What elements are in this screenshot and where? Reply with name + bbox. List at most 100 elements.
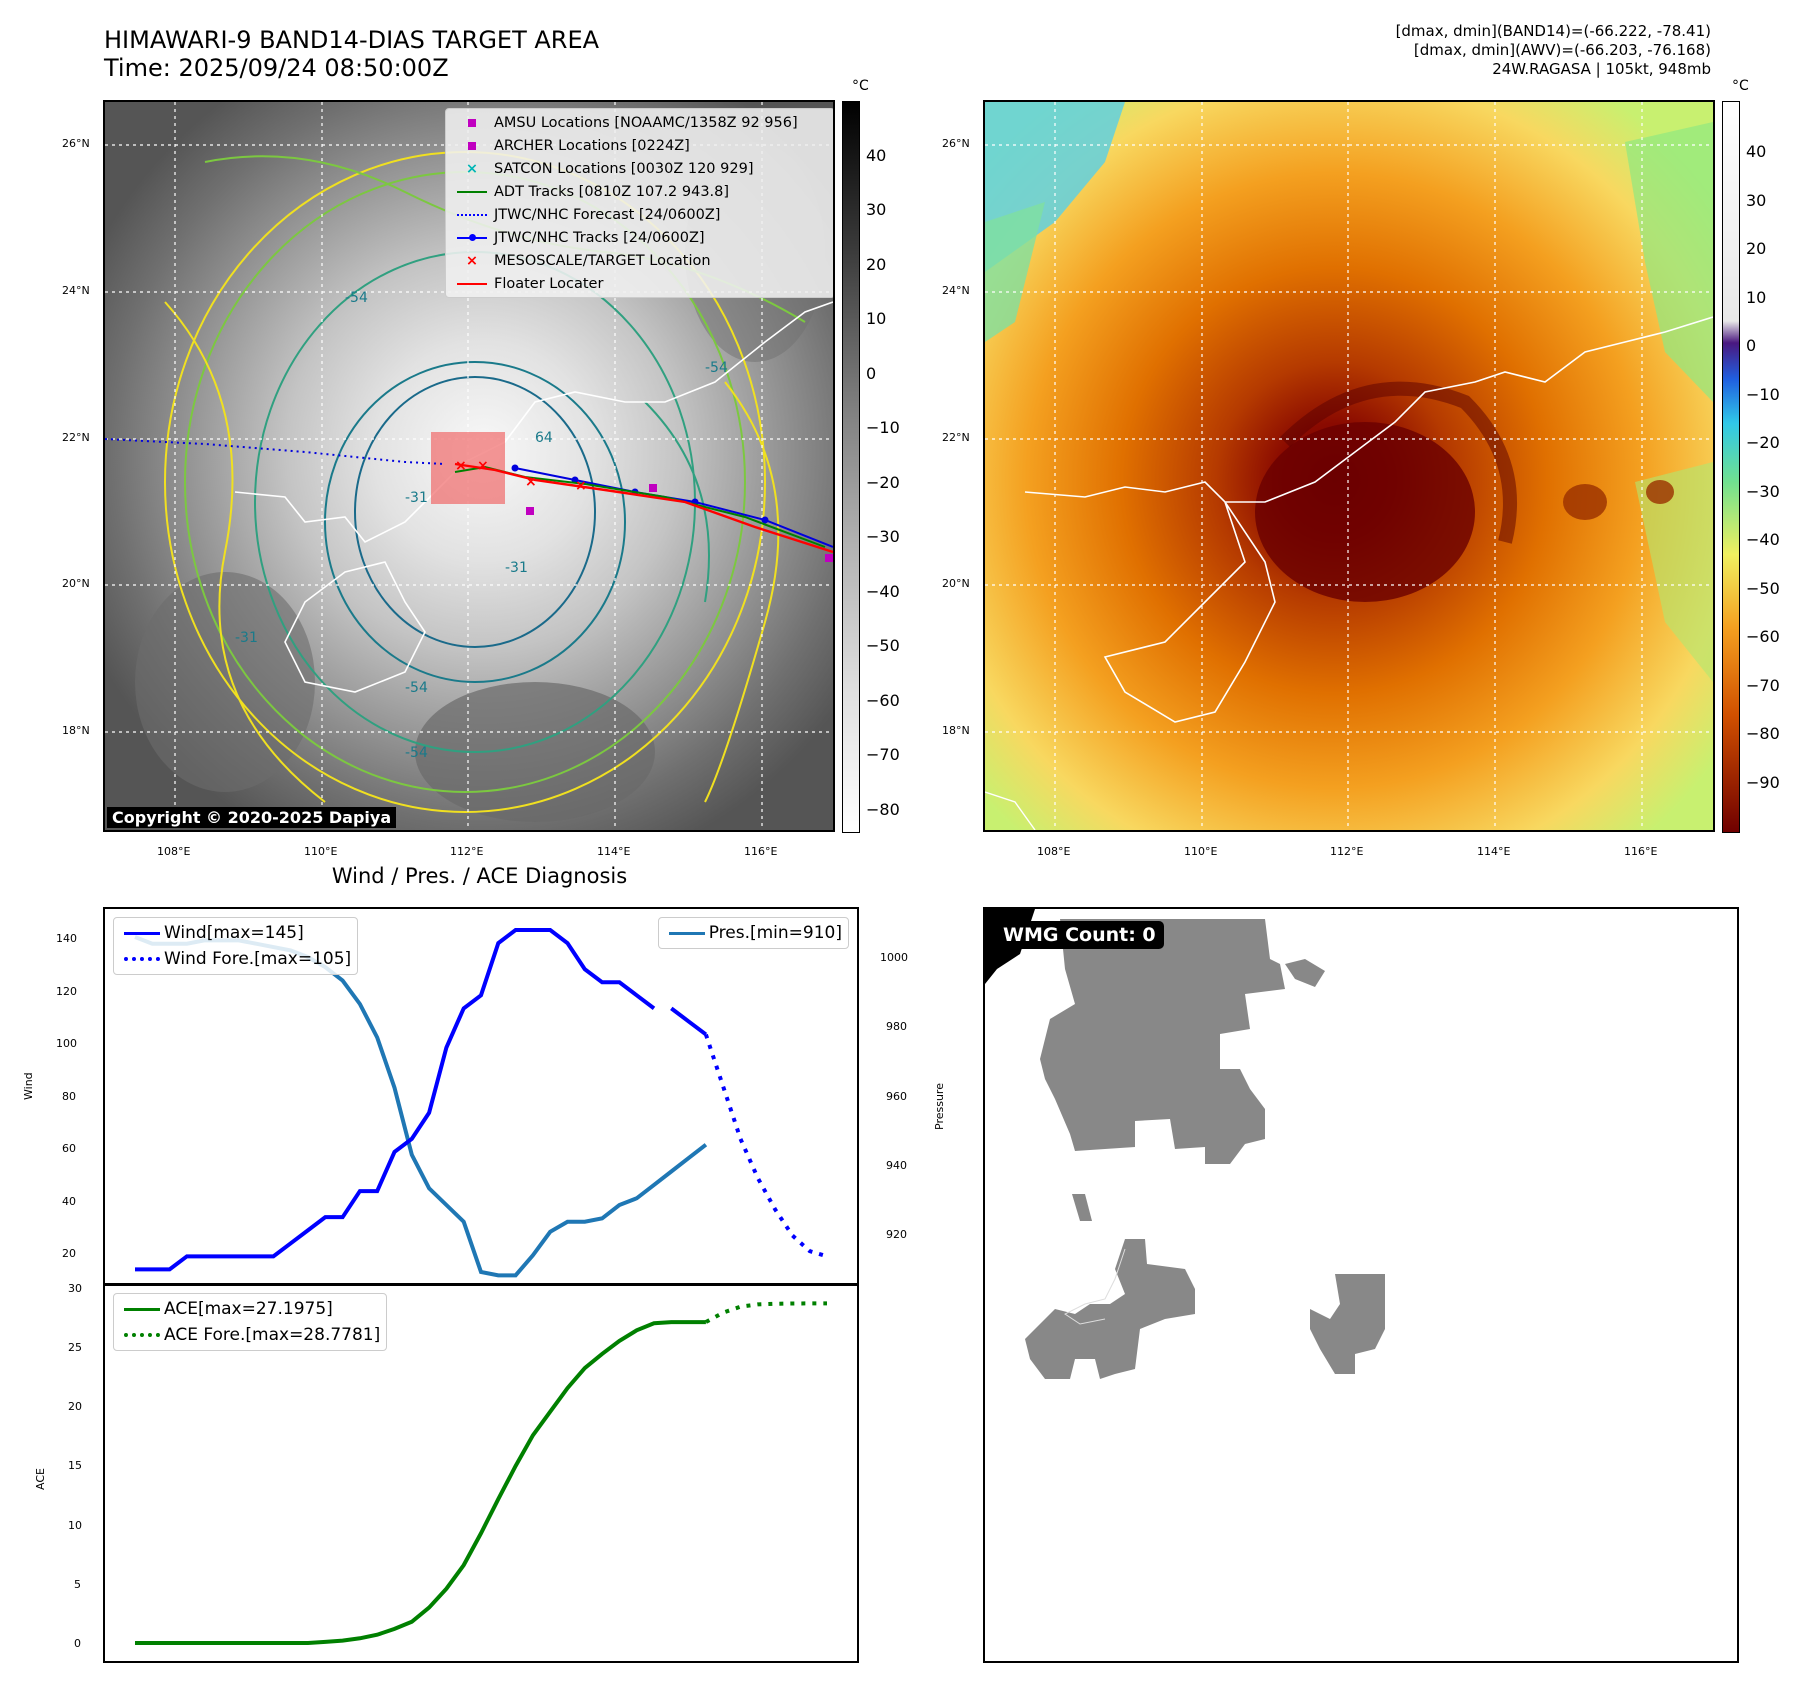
hainan-coast <box>1103 501 1276 723</box>
lat-label: 26°N <box>942 137 970 150</box>
lon-label: 112°E <box>450 845 484 858</box>
title-line-1: HIMAWARI-9 BAND14-DIAS TARGET AREA <box>104 26 600 54</box>
lat-label: 24°N <box>942 284 970 297</box>
storm-info: 24W.RAGASA | 105kt, 948mb <box>1492 60 1711 78</box>
legend-ace-fore: ACE Fore.[max=28.7781] <box>120 1322 380 1348</box>
dotted-line-icon <box>120 1333 164 1337</box>
map-ir-color <box>983 100 1715 832</box>
wmg-count-badge: WMG Count: 0 <box>995 921 1164 949</box>
legend-floater: Floater Locater <box>450 272 830 295</box>
lat-label: 18°N <box>62 724 90 737</box>
line-icon <box>450 282 494 285</box>
wmg-panel: WMG Count: 0 <box>983 907 1739 1663</box>
map-grid <box>985 102 1713 830</box>
wind-legend: Wind[max=145] Wind Fore.[max=105] <box>113 917 359 975</box>
figure-title: HIMAWARI-9 BAND14-DIAS TARGET AREA Time:… <box>104 26 599 82</box>
lat-label: 24°N <box>62 284 90 297</box>
wind-ylabel: Wind <box>22 1072 35 1100</box>
svg-text:×: × <box>455 458 467 474</box>
amsu-archer-points <box>526 484 833 562</box>
lat-label: 22°N <box>942 431 970 444</box>
lon-label: 116°E <box>744 845 778 858</box>
lat-label: 22°N <box>62 431 90 444</box>
jtwc-forecast-track <box>105 438 446 465</box>
ace-panel: ACE[max=27.1975] ACE Fore.[max=28.7781] <box>103 1283 859 1663</box>
coastline <box>1024 316 1713 503</box>
lon-label: 110°E <box>304 845 338 858</box>
x-marker-icon: × <box>465 160 479 177</box>
colorbar-color <box>1722 101 1740 833</box>
svg-text:×: × <box>477 458 489 474</box>
ace-forecast-line <box>704 1301 827 1324</box>
legend-wind-fore: Wind Fore.[max=105] <box>120 946 351 972</box>
svg-text:-54: -54 <box>405 745 428 761</box>
legend-wind: Wind[max=145] <box>120 920 351 946</box>
dotted-line-icon <box>450 213 494 216</box>
cbar1-unit: °C <box>852 78 869 94</box>
title-line-2: Time: 2025/09/24 08:50:00Z <box>104 54 449 82</box>
svg-text:-31: -31 <box>505 560 528 576</box>
svg-text:-54: -54 <box>345 290 368 306</box>
line-icon <box>120 931 164 935</box>
cbar2-unit: °C <box>1732 78 1749 94</box>
svg-text:×: × <box>575 478 587 494</box>
pressure-line <box>134 935 708 1278</box>
x-marker-icon: × <box>465 252 479 269</box>
lat-label: 20°N <box>62 577 90 590</box>
pres-legend: Pres.[min=910] <box>657 917 849 949</box>
wind-line <box>135 928 656 1272</box>
legend-mesoscale: × MESOSCALE/TARGET Location <box>450 249 830 272</box>
lon-label: 110°E <box>1184 845 1218 858</box>
legend-ace: ACE[max=27.1975] <box>120 1296 380 1322</box>
svg-text:×: × <box>525 474 537 490</box>
legend-jtwc-tracks: JTWC/NHC Tracks [24/0600Z] <box>450 226 830 249</box>
wind-forecast-line <box>704 1033 828 1259</box>
lon-label: 108°E <box>157 845 191 858</box>
line-icon <box>665 931 709 935</box>
lon-label: 112°E <box>1330 845 1364 858</box>
svg-text:-54: -54 <box>705 360 728 376</box>
svg-text:-31: -31 <box>405 490 428 506</box>
lat-label: 26°N <box>62 137 90 150</box>
square-marker-icon <box>450 141 494 150</box>
dotted-line-icon <box>120 957 164 961</box>
line-icon <box>120 1307 164 1311</box>
header-right-info: [dmax, dmin](BAND14)=(-66.222, -78.41) [… <box>1111 22 1711 79</box>
legend-satcon: × SATCON Locations [0030Z 120 929] <box>450 157 830 180</box>
lon-label: 116°E <box>1624 845 1658 858</box>
svg-text:64: 64 <box>535 430 553 446</box>
ace-plot <box>135 1301 827 1645</box>
map-legend: AMSU Locations [NOAAMC/1358Z 92 956] ARC… <box>445 108 833 298</box>
wind-line-tail <box>670 1006 708 1037</box>
floater-locater-track <box>454 462 833 554</box>
lon-label: 114°E <box>597 845 631 858</box>
lon-label: 114°E <box>1477 845 1511 858</box>
lat-label: 20°N <box>942 577 970 590</box>
target-area-box <box>431 432 505 504</box>
hainan-coast <box>284 561 426 693</box>
wind-pressure-panel: Wind[max=145] Wind Fore.[max=105] Pres.[… <box>103 907 859 1286</box>
colorbar-grayscale <box>842 101 860 833</box>
lat-label: 18°N <box>942 724 970 737</box>
adt-track <box>454 465 826 548</box>
legend-jtwc-forecast: JTWC/NHC Forecast [24/0600Z] <box>450 203 830 226</box>
wmg-cloud-regions <box>1025 919 1385 1379</box>
wmg-canvas <box>985 909 1385 1379</box>
band14-range: [dmax, dmin](BAND14)=(-66.222, -78.41) <box>1395 22 1711 40</box>
ace-ylabel: ACE <box>34 1468 47 1490</box>
map-ir-grayscale: × × × × -54 -54 -31 -31 -54 -31 64 -54 A… <box>103 100 835 832</box>
mesoscale-target-points: × × × × <box>455 458 587 494</box>
awv-range: [dmax, dmin](AWV)=(-66.203, -76.168) <box>1413 41 1711 59</box>
svg-text:-31: -31 <box>235 630 258 646</box>
legend-amsu: AMSU Locations [NOAAMC/1358Z 92 956] <box>450 111 830 134</box>
map-color-canvas <box>985 102 1713 830</box>
contour-labels: -54 -54 -31 -31 -54 -31 64 -54 <box>235 290 728 761</box>
line-icon <box>450 190 494 193</box>
diag-title: Wind / Pres. / ACE Diagnosis <box>331 864 628 888</box>
pressure-ylabel: Pressure <box>933 1083 946 1130</box>
legend-adt: ADT Tracks [0810Z 107.2 943.8] <box>450 180 830 203</box>
copyright-badge: Copyright © 2020-2025 Dapiya <box>107 807 397 828</box>
ace-legend: ACE[max=27.1975] ACE Fore.[max=28.7781] <box>113 1293 388 1351</box>
square-marker-icon <box>450 118 494 127</box>
svg-text:-54: -54 <box>405 680 428 696</box>
